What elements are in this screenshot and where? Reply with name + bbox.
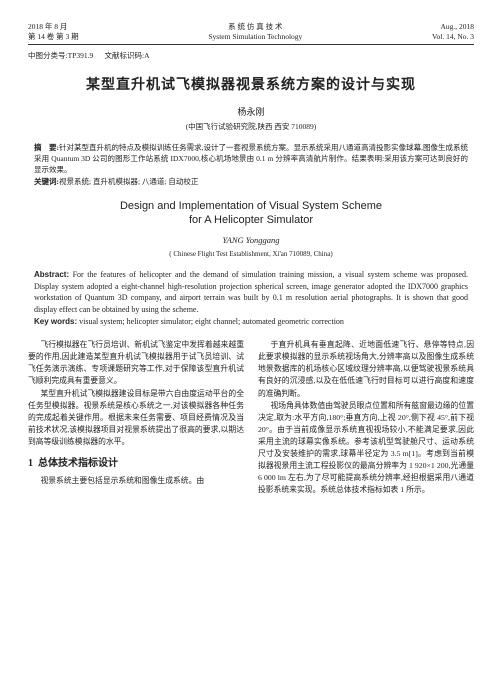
abstract-cn-label: 摘 要: [34,143,59,152]
affiliation-cn: (中国飞行试验研究院,陕西 西安 710089) [28,122,474,132]
para-intro-2: 某型直升机试飞模拟器建设目标是带六自由度运动平台的全任务型模拟器。视景系统是核心… [28,388,244,448]
doccode-value: A [144,51,149,60]
section-1-number: 1 [28,458,33,469]
abstract-en-block: Abstract: For the features of helicopter… [34,269,468,327]
para-intro-1: 飞行模拟器在飞行员培训、新机试飞鉴定中发挥着越来越重要的作用,因此建造某型直升机… [28,339,244,387]
issue-date-cn: 2018 年 8 月 [28,22,79,32]
para-sec1-2: 于直升机具有垂直起降、近地面低速飞行、悬停等特点,因此要求模拟器的显示系统视场角… [258,339,474,399]
body-two-column: 飞行模拟器在飞行员培训、新机试飞鉴定中发挥着越来越重要的作用,因此建造某型直升机… [28,339,474,496]
journal-name-en: System Simulation Technology [208,32,302,42]
header-left: 2018 年 8 月 第 14 卷 第 3 期 [28,22,79,42]
affiliation-en: ( Chinese Flight Test Establishment, Xi'… [28,250,474,259]
abstract-cn-block: 摘 要:针对某型直升机的特点及模拟训练任务需求,设计了一套视景系统方案。显示系统… [34,142,468,187]
document-page: 2018 年 8 月 第 14 卷 第 3 期 系 统 仿 真 技 术 Syst… [0,0,502,700]
author-cn: 杨永刚 [28,106,474,118]
title-en-line1: Design and Implementation of Visual Syst… [120,200,382,212]
doccode-label: 文献标识码: [104,51,144,60]
para-sec1-1: 视景系统主要包括显示系统和图像生成系统。由 [28,475,244,487]
title-en-line2: for A Helicopter Simulator [189,214,313,226]
keywords-cn-label: 关键词: [34,177,59,186]
abstract-en-label: Abstract: [34,270,69,279]
para-sec1-3: 视场角具体数值由驾驶员眼点位置和所有舷窗最边缘的位置决定,取为:水平方向,180… [258,400,474,497]
abstract-en-text: For the features of helicopter and the d… [34,270,468,314]
author-en: YANG Yonggang [28,235,474,246]
classification-line: 中图分类号:TP391.9 文献标识码:A [28,51,474,61]
clc-value: TP391.9 [68,51,94,60]
clc-label: 中图分类号: [28,51,68,60]
keywords-en-text: visual system; helicopter simulator; eig… [79,317,344,326]
running-header: 2018 年 8 月 第 14 卷 第 3 期 系 统 仿 真 技 术 Syst… [28,22,474,45]
issue-date-en: Aug., 2018 [432,22,474,32]
section-1-title: 总体技术指标设计 [38,458,118,469]
abstract-cn-text: 针对某型直升机的特点及模拟训练任务需求,设计了一套视景系统方案。显示系统采用八通… [34,143,468,175]
keywords-cn-text: 视景系统; 直升机模拟器; 八通道; 自动校正 [59,177,198,186]
article-title-en: Design and Implementation of Visual Syst… [28,199,474,228]
volume-issue-en: Vol. 14, No. 3 [432,32,474,42]
volume-issue-cn: 第 14 卷 第 3 期 [28,32,79,42]
article-title-cn: 某型直升机试飞模拟器视景系统方案的设计与实现 [28,77,474,96]
journal-name-cn: 系 统 仿 真 技 术 [208,22,302,32]
header-right: Aug., 2018 Vol. 14, No. 3 [432,22,474,42]
section-1-heading: 1 总体技术指标设计 [28,456,244,472]
keywords-en-label: Key words: [34,317,77,326]
header-center: 系 统 仿 真 技 术 System Simulation Technology [208,22,302,42]
